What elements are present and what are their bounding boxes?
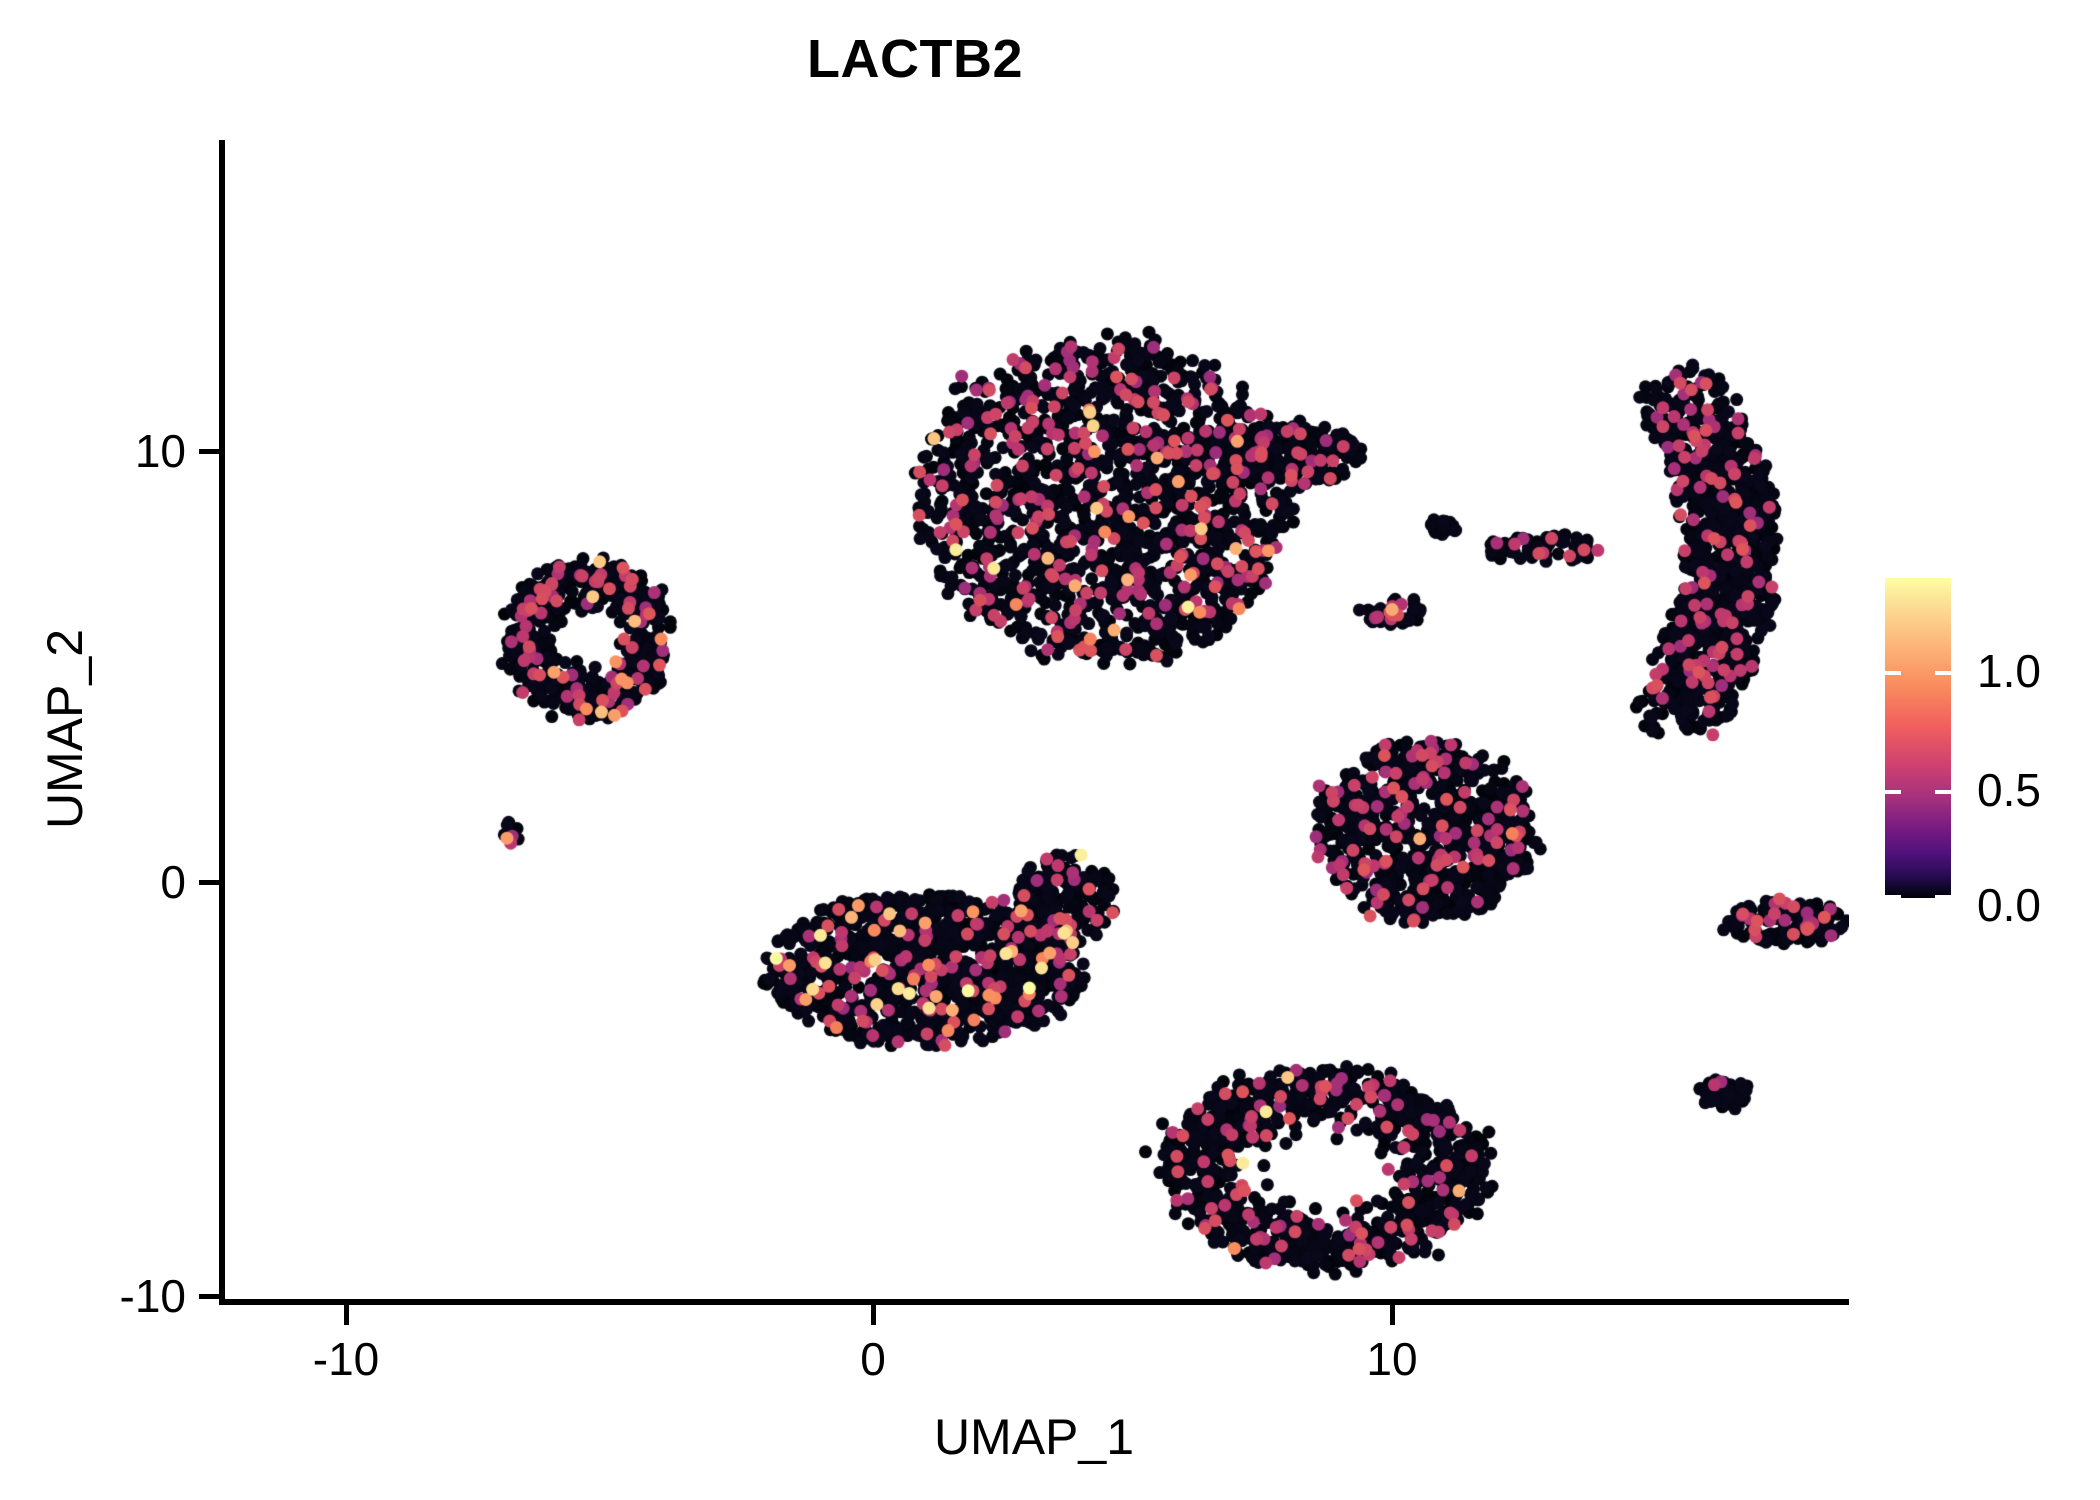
colorbar-tick-mark (1885, 895, 1901, 899)
y-tick-mark (199, 880, 219, 885)
colorbar-tick-mark (1935, 895, 1951, 899)
colorbar-gradient (1885, 578, 1951, 898)
colorbar-tick-mark (1935, 671, 1951, 675)
colorbar-tick-mark (1885, 671, 1901, 675)
x-tick-label: -10 (312, 1333, 380, 1385)
x-tick-label: 0 (860, 1333, 886, 1385)
y-tick-label: 0 (160, 856, 186, 908)
y-axis-line (219, 140, 225, 1305)
y-tick-mark (199, 1294, 219, 1299)
y-tick-mark (199, 449, 219, 454)
page-title: LACTB2 (807, 29, 1023, 89)
y-axis-title: UMAP_2 (37, 628, 93, 830)
y-tick-label: 10 (134, 425, 186, 477)
x-tick-label: 10 (1366, 1333, 1418, 1385)
x-axis-line (219, 1299, 1849, 1305)
colorbar-tick-mark (1885, 790, 1901, 794)
colorbar-tick-mark (1935, 790, 1951, 794)
colorbar-tick-label: 1.0 (1977, 645, 2041, 697)
colorbar-tick-label: 0.5 (1977, 764, 2041, 816)
scatter-plot-canvas (225, 140, 1849, 1299)
y-tick-label: -10 (119, 1270, 186, 1322)
x-tick-mark (344, 1305, 349, 1325)
x-axis-title: UMAP_1 (933, 1409, 1135, 1465)
colorbar-tick-label: 0.0 (1977, 879, 2041, 931)
x-tick-mark (1390, 1305, 1395, 1325)
x-tick-mark (871, 1305, 876, 1325)
